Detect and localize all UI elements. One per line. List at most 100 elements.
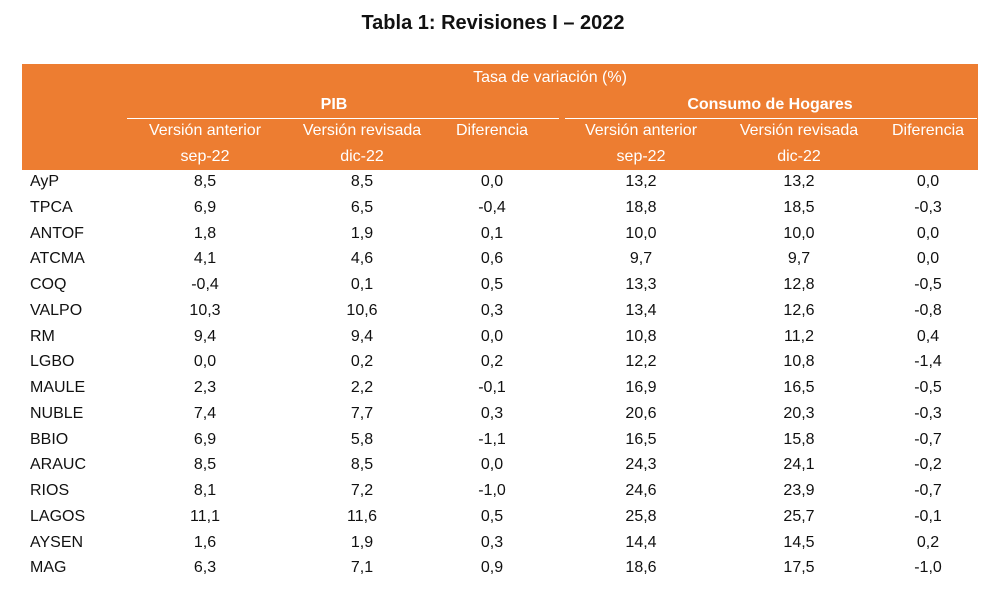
- row-label: RIOS: [30, 482, 70, 499]
- cell: 11,2: [784, 327, 814, 345]
- cell: 12,8: [783, 276, 815, 293]
- row-label: ARAUC: [30, 456, 87, 474]
- cell: 18,8: [625, 198, 657, 216]
- row-label: ANTOF: [30, 224, 84, 242]
- cell: 7,1: [350, 559, 374, 577]
- cell: 20,6: [625, 404, 657, 422]
- group-rule: [565, 118, 977, 119]
- cell: 7,2: [350, 482, 374, 499]
- cell: 0,1: [480, 224, 504, 242]
- cell: -1,0: [478, 482, 506, 499]
- cell: 14,5: [783, 533, 815, 551]
- cell: -0,5: [914, 276, 942, 293]
- cell: -0,7: [914, 482, 942, 499]
- cell: 0,9: [480, 559, 504, 577]
- column-label: Diferencia: [455, 122, 529, 139]
- cell: 11,1: [190, 507, 220, 525]
- cell: 17,5: [783, 559, 815, 577]
- cell: 0,2: [916, 533, 940, 551]
- cell: 0,2: [480, 353, 504, 371]
- cell: 8,5: [350, 173, 374, 190]
- cell: 10,0: [625, 224, 657, 242]
- cell: 0,0: [480, 327, 504, 345]
- cell: -1,4: [914, 353, 942, 371]
- cell: 11,6: [347, 507, 377, 525]
- cell: 6,5: [350, 198, 374, 216]
- column-label: Diferencia: [891, 122, 965, 139]
- column-label: Versión anterior: [584, 122, 698, 139]
- cell: 16,9: [625, 379, 657, 396]
- cell: -0,3: [914, 198, 942, 216]
- cell: 4,1: [193, 250, 217, 268]
- cell: 0,5: [480, 276, 504, 293]
- cell: 0,0: [480, 173, 504, 190]
- group-rule: [127, 118, 559, 119]
- cell: 7,4: [193, 404, 217, 422]
- cell: -0,4: [191, 276, 219, 293]
- cell: 5,8: [350, 430, 374, 448]
- cell: 15,8: [783, 430, 815, 448]
- cell: 0,0: [916, 224, 940, 242]
- cell: 0,2: [350, 353, 374, 371]
- cell: 0,5: [480, 507, 504, 525]
- cell: 8,1: [193, 482, 217, 499]
- column-period: sep-22: [616, 148, 666, 165]
- column-period: sep-22: [180, 148, 230, 165]
- cell: -0,8: [914, 301, 942, 319]
- row-label: MAULE: [30, 379, 86, 396]
- cell: 25,7: [783, 507, 815, 525]
- row-label: MAG: [30, 559, 67, 577]
- column-label: Versión revisada: [739, 122, 859, 139]
- cell: 0,3: [480, 533, 504, 551]
- cell: 13,4: [625, 301, 657, 319]
- cell: 6,3: [193, 559, 217, 577]
- cell: 8,5: [350, 456, 374, 474]
- cell: 13,2: [783, 173, 815, 190]
- row-label: VALPO: [30, 301, 83, 319]
- cell: 7,7: [350, 404, 374, 422]
- cell: 10,0: [783, 224, 815, 242]
- cell: 10,8: [625, 327, 657, 345]
- cell: -0,5: [914, 379, 942, 396]
- group-name: Consumo de Hogares: [687, 96, 853, 113]
- cell: 9,4: [193, 327, 217, 345]
- row-label: BBIO: [30, 430, 69, 448]
- cell: 0,0: [916, 173, 940, 190]
- cell: -1,1: [478, 430, 506, 448]
- cell: 13,3: [625, 276, 657, 293]
- cell: -0,4: [478, 198, 506, 216]
- cell: 0,1: [350, 276, 374, 293]
- cell: 0,0: [916, 250, 940, 268]
- cell: 24,6: [625, 482, 657, 499]
- row-label: NUBLE: [30, 404, 84, 422]
- cell: 9,4: [350, 327, 374, 345]
- cell: 24,3: [625, 456, 657, 474]
- row-label: COQ: [30, 276, 67, 293]
- cell: 12,6: [783, 301, 815, 319]
- cell: 4,6: [350, 250, 374, 268]
- cell: 13,2: [625, 173, 657, 190]
- column-period: dic-22: [777, 148, 821, 165]
- cell: 20,3: [783, 404, 815, 422]
- cell: 18,6: [625, 559, 657, 577]
- cell: 0,4: [916, 327, 940, 345]
- cell: 0,0: [193, 353, 217, 371]
- cell: 0,3: [480, 301, 504, 319]
- header-background: [22, 64, 978, 170]
- cell: 1,9: [350, 533, 374, 551]
- cell: 16,5: [625, 430, 657, 448]
- cell: -0,3: [914, 404, 942, 422]
- cell: 2,3: [193, 379, 217, 396]
- cell: 10,3: [189, 301, 221, 319]
- cell: 10,6: [346, 301, 378, 319]
- cell: 25,8: [625, 507, 657, 525]
- group-name: PIB: [320, 96, 348, 113]
- column-label: Versión anterior: [148, 122, 262, 139]
- cell: 16,5: [783, 379, 815, 396]
- cell: 8,5: [193, 173, 217, 190]
- cell: 1,9: [350, 224, 374, 242]
- cell: 1,8: [193, 224, 217, 242]
- cell: 12,2: [625, 353, 657, 371]
- cell: 1,6: [193, 533, 217, 551]
